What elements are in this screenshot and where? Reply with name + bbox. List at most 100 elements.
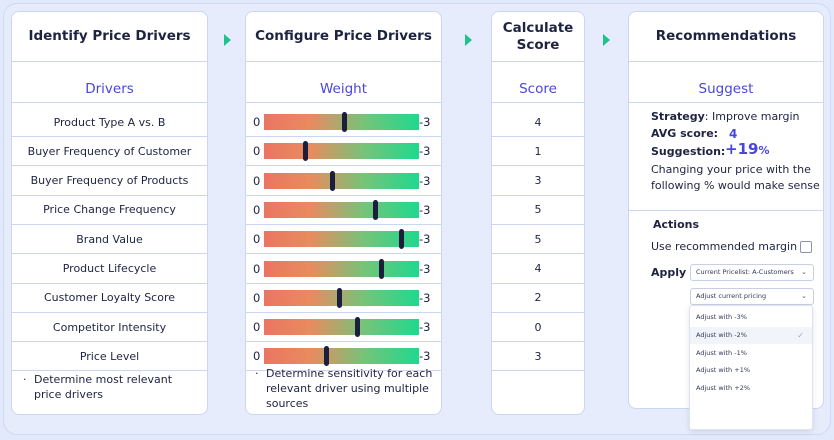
recommendations-title: Recommendations [629,12,823,62]
driver-row: Price Change Frequency [12,196,207,225]
configure-drivers-title: Configure Price Drivers [246,12,441,62]
score-value: 5 [534,232,542,246]
slider-min-label: 0 [253,202,261,217]
arrow-right-icon [465,34,472,46]
actions-label: Actions [653,218,699,231]
suggestion-unit: % [758,144,770,157]
pricelist-select[interactable]: Current Pricelist: A-Customers ⌄ [690,264,814,281]
driver-label: Brand Value [76,232,143,246]
score-value: 4 [534,262,542,275]
weight-slider-handle[interactable] [379,258,385,279]
adjust-option-label: Adjust with -1% [696,348,747,357]
adjust-option[interactable]: Adjust with -1% [690,345,812,362]
avg-score-label: AVG score: [651,127,719,140]
score-value: 4 [534,115,542,129]
use-margin-label: Use recommended margin [651,240,798,253]
arrow-right-icon [603,34,610,46]
slider-max-label: -3 [419,202,431,217]
suggestion-value: +19 [725,140,759,158]
weight-slider-track[interactable] [264,231,419,248]
driver-row: Competitor Intensity [12,313,207,343]
score-value: 3 [534,349,542,363]
adjust-option-label: Adjust with +2% [696,384,750,393]
calculate-score-column: Calculate Score Score 4 1 3 5 5 4 2 0 3 [491,11,585,415]
drivers-subheader: Drivers [12,75,207,103]
adjust-option[interactable]: Adjust with +1% [690,362,812,379]
weight-slider-track[interactable] [264,201,419,218]
driver-label: Buyer Frequency of Customer [27,144,192,158]
driver-row: Product Lifecycle [12,255,207,284]
calculate-score-title: Calculate Score [492,12,584,62]
weight-slider-handle[interactable] [303,141,309,162]
driver-row: Customer Loyalty Score [12,284,207,313]
weight-slider-track[interactable] [264,260,419,277]
adjust-pricing-select[interactable]: Adjust current pricing ⌄ [690,288,814,305]
weight-slider-row: 0 -3 [246,284,441,313]
configure-footnote-text: Determine sensitivity for each relevant … [266,367,433,410]
score-row: 3 [492,342,584,372]
weight-slider-handle[interactable] [323,346,329,367]
check-icon: ✓ [797,330,804,340]
weight-slider-track[interactable] [264,114,419,130]
score-row: 4 [492,108,584,137]
score-row: 2 [492,284,584,313]
score-row: 3 [492,167,584,196]
weight-slider-handle[interactable] [354,317,360,338]
footnote-bullet: · [23,373,27,386]
slider-min-label: 0 [253,173,261,188]
score-value: 2 [534,291,542,305]
weight-slider-track[interactable] [264,348,419,365]
driver-row: Brand Value [12,225,207,255]
weight-slider-row: 0 -3 [246,225,441,255]
driver-row: Price Level [12,342,207,372]
slider-max-label: -3 [419,261,431,276]
weight-slider-row: 0 -3 [246,167,441,196]
slider-min-label: 0 [253,261,261,276]
adjust-option[interactable]: Adjust with +2% [690,380,812,397]
configure-drivers-column: Configure Price Drivers Weight 0 -3 0 -3 0 -3… [245,11,442,415]
adjust-option[interactable]: Adjust with -2% ✓ [690,326,812,344]
weight-slider-handle[interactable] [399,229,405,250]
slider-min-label: 0 [253,115,261,129]
slider-max-label: -3 [419,144,431,159]
weight-slider-handle[interactable] [342,112,348,132]
driver-row: Product Type A vs. B [12,108,207,137]
driver-row: Buyer Frequency of Customer [12,137,207,167]
pricelist-select-value: Current Pricelist: A-Customers [696,268,794,276]
suggestion-value-box: +19% [725,141,769,159]
weight-slider-track[interactable] [264,319,419,336]
weight-slider-handle[interactable] [329,170,335,191]
adjust-option-label: Adjust with -2% [696,330,747,339]
slider-max-label: -3 [419,232,431,247]
adjust-options-dropdown: Adjust with -3% Adjust with -2% ✓ Adjust wi… [689,305,813,430]
identify-footnote-text: Determine most relevant price drivers [34,373,173,401]
suggestion-line: Suggestion: [651,144,725,160]
weight-slider-track[interactable] [264,143,419,160]
slider-max-label: -3 [419,349,431,364]
actions-divider [629,210,823,211]
weight-slider-row: 0 -3 [246,196,441,225]
identify-drivers-column: Identify Price Drivers Drivers Product T… [11,11,208,415]
configure-footnote: · Determine sensitivity for each relevan… [255,366,441,411]
weight-slider-row: 0 -3 [246,137,441,167]
use-margin-checkbox[interactable] [800,241,812,253]
strategy-value: : Improve margin [704,110,800,123]
adjust-pricing-select-value: Adjust current pricing [696,292,767,300]
adjust-option-label: Adjust with -3% [696,313,747,321]
chevron-down-icon: ⌄ [801,292,807,300]
adjust-option[interactable]: Adjust with -3% [690,309,812,326]
score-value: 5 [534,203,542,217]
driver-label: Price Change Frequency [43,203,176,217]
slider-min-label: 0 [253,290,261,305]
suggestion-text: Changing your price with the following %… [651,163,820,192]
weight-slider-track[interactable] [264,172,419,189]
weight-subheader: Weight [246,75,441,103]
score-value: 0 [534,320,542,334]
score-row: 1 [492,137,584,167]
weight-slider-handle[interactable] [337,287,343,308]
driver-row: Buyer Frequency of Products [12,167,207,196]
slider-min-label: 0 [253,232,261,247]
weight-slider-handle[interactable] [373,199,379,220]
suggest-subheader: Suggest [629,75,823,103]
score-value: 3 [534,174,542,188]
